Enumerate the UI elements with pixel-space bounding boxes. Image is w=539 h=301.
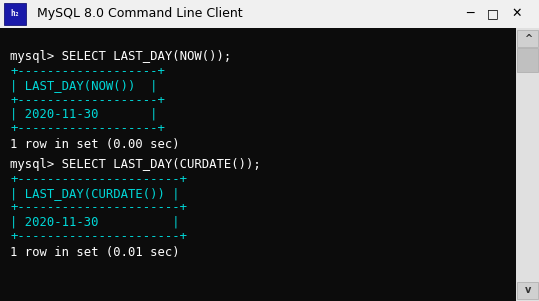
Text: +-------------------+: +-------------------+ <box>10 65 165 78</box>
Text: mysql> SELECT LAST_DAY(NOW());: mysql> SELECT LAST_DAY(NOW()); <box>10 50 232 63</box>
FancyBboxPatch shape <box>517 282 538 299</box>
Text: +----------------------+: +----------------------+ <box>10 230 188 243</box>
Text: ✕: ✕ <box>511 7 522 20</box>
Text: v: v <box>524 285 531 295</box>
Text: □: □ <box>487 7 499 20</box>
Text: 1 row in set (0.01 sec): 1 row in set (0.01 sec) <box>10 246 180 259</box>
Text: h₂: h₂ <box>10 9 20 18</box>
Text: ^: ^ <box>523 34 532 44</box>
FancyBboxPatch shape <box>4 3 26 25</box>
Text: +-------------------+: +-------------------+ <box>10 122 165 135</box>
Text: | LAST_DAY(NOW())  |: | LAST_DAY(NOW()) | <box>10 79 158 92</box>
Text: | 2020-11-30       |: | 2020-11-30 | <box>10 108 158 121</box>
Text: +----------------------+: +----------------------+ <box>10 201 188 214</box>
Text: ─: ─ <box>466 7 474 20</box>
FancyBboxPatch shape <box>517 30 538 47</box>
FancyBboxPatch shape <box>517 48 538 72</box>
Text: mysql> SELECT LAST_DAY(CURDATE());: mysql> SELECT LAST_DAY(CURDATE()); <box>10 158 261 171</box>
Text: 1 row in set (0.00 sec): 1 row in set (0.00 sec) <box>10 138 180 151</box>
Text: +----------------------+: +----------------------+ <box>10 173 188 186</box>
Text: | 2020-11-30          |: | 2020-11-30 | <box>10 215 180 228</box>
Text: MySQL 8.0 Command Line Client: MySQL 8.0 Command Line Client <box>37 7 242 20</box>
Text: +-------------------+: +-------------------+ <box>10 94 165 107</box>
Text: | LAST_DAY(CURDATE()) |: | LAST_DAY(CURDATE()) | <box>10 187 180 200</box>
